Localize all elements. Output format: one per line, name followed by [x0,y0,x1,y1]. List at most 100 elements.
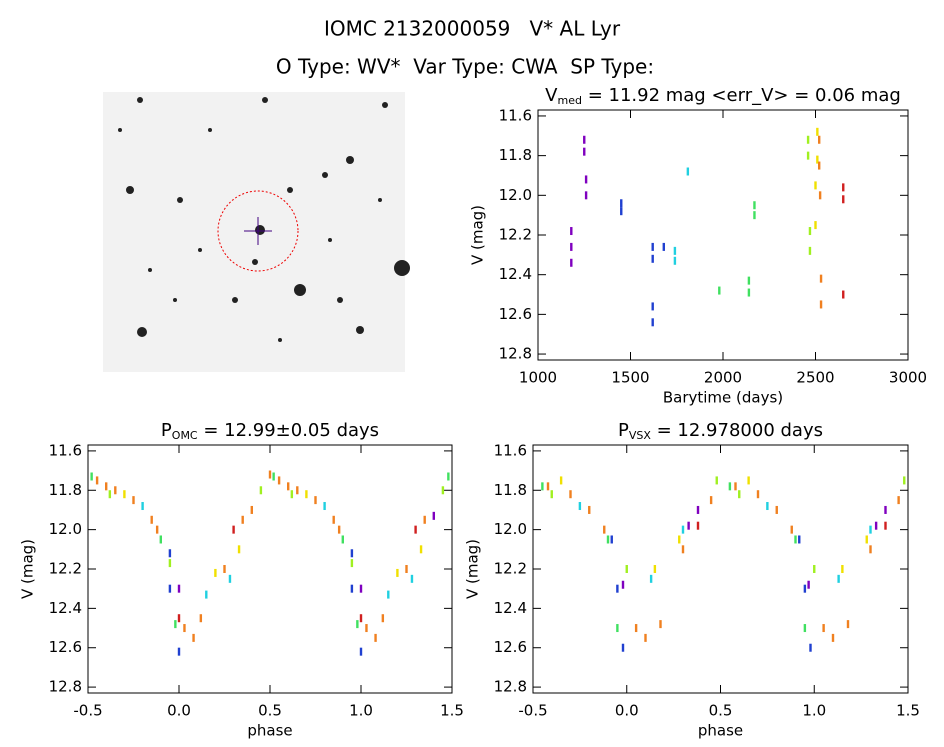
x-tick-label: 2500 [796,369,834,387]
point [374,633,377,642]
x-tick-label: 0.0 [615,702,639,720]
point [625,565,628,573]
point [559,476,563,485]
point [681,545,685,554]
point [678,535,681,544]
point [841,565,844,573]
point [341,535,344,544]
point [290,490,294,499]
chart-title: POMC = 12.99±0.05 days [161,420,379,442]
y-tick-label: 12.4 [499,265,532,283]
point [616,624,619,633]
x-tick-label: 1.5 [896,702,920,720]
point [681,525,685,534]
point [662,242,665,251]
point [651,242,654,251]
point [610,535,613,544]
point [250,505,253,514]
point [819,300,823,309]
point [570,227,573,236]
point [410,574,414,583]
point [756,490,760,499]
point [432,511,435,520]
title-part: = 11.92 mag <err_V> = 0.06 mag [582,85,901,106]
point [105,482,108,491]
point [728,482,732,491]
point [831,633,835,642]
point [177,584,181,593]
point [205,590,208,599]
point [350,559,354,568]
point [651,318,654,327]
title-part: OMC [172,429,198,442]
point [241,515,244,524]
point [350,584,354,593]
point [620,207,623,216]
point [414,525,417,534]
point [822,624,825,633]
title-part: = 12.978000 days [651,420,823,441]
point [794,535,797,544]
point [419,545,423,554]
y-tick-label: 12.4 [494,599,527,617]
point [651,302,654,311]
y-axis-label: V (mag) [469,205,487,265]
point [659,620,662,629]
y-tick-label: 11.8 [49,481,82,499]
point [865,535,868,544]
point [296,486,299,495]
point [747,276,751,285]
point [807,580,810,589]
y-axis-label: V (mag) [19,539,37,599]
point [396,568,399,577]
point [123,490,126,499]
y-tick-label: 12.2 [499,226,532,244]
x-tick-label: 1.0 [802,702,826,720]
point [359,584,363,593]
point [813,565,816,573]
point [583,135,586,144]
point [150,515,153,524]
point [584,175,588,184]
point [287,482,290,491]
point [621,643,625,652]
point [718,286,721,295]
point [766,502,769,511]
y-tick-label: 12.8 [49,678,82,696]
point [570,242,573,251]
point [387,590,390,599]
x-axis-label: phase [698,722,743,740]
point [132,496,135,505]
point [214,568,217,577]
chart-title: PVSX = 12.978000 days [618,420,823,442]
point [541,482,544,491]
point [323,502,326,511]
y-tick-label: 12.0 [499,186,532,204]
point [903,476,906,485]
point [337,525,341,534]
point [199,614,203,623]
point [447,472,450,481]
point [747,288,751,297]
y-axis-label: V (mag) [464,539,482,599]
title-part: med [558,94,582,107]
y-tick-label: 12.2 [49,560,82,578]
point [686,167,690,176]
point [606,535,610,544]
point [818,161,821,170]
point [837,574,840,583]
point [673,256,677,265]
point [332,515,335,524]
y-tick-label: 12.6 [49,638,82,656]
point [884,505,887,514]
x-tick-label: 3000 [889,369,927,387]
sky-image [103,92,410,372]
point [808,227,812,236]
point [874,521,878,530]
y-tick-label: 12.0 [494,520,527,538]
point [168,549,172,558]
point [803,624,807,633]
point [621,580,625,589]
point [223,565,226,573]
